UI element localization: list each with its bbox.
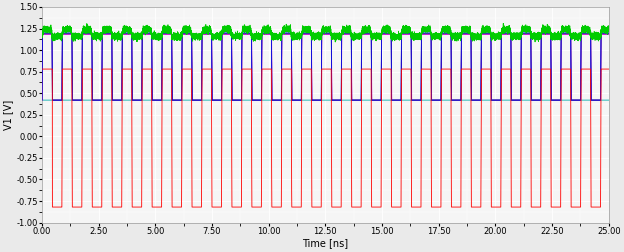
Y-axis label: V1 [V]: V1 [V] bbox=[4, 100, 14, 130]
X-axis label: Time [ns]: Time [ns] bbox=[302, 239, 348, 248]
